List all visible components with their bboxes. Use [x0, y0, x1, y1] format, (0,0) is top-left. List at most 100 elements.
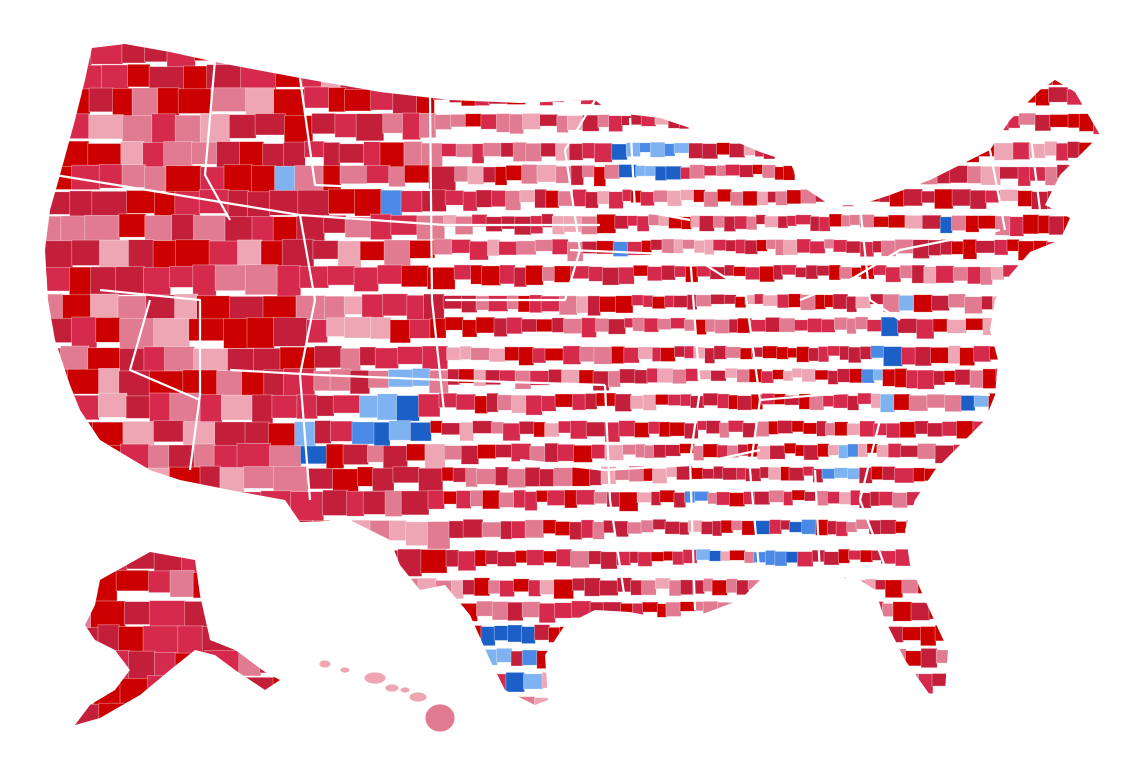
county-region [45, 65, 68, 92]
county-region [45, 393, 76, 429]
county-region [851, 648, 867, 660]
county-region [240, 676, 275, 714]
county-region [525, 394, 543, 416]
county-region [1048, 422, 1069, 438]
county-region [435, 64, 455, 79]
county-region [190, 675, 215, 697]
county-region [964, 44, 980, 51]
county-region [164, 696, 192, 705]
county-region [174, 114, 202, 147]
county-region [650, 624, 665, 639]
county-region [854, 316, 869, 330]
county-region [893, 89, 912, 110]
county-region [625, 624, 641, 636]
county-region [311, 113, 337, 135]
county-region [969, 369, 984, 389]
county-region [683, 345, 695, 359]
county-region [484, 64, 504, 79]
county-region [494, 444, 513, 458]
county-region [507, 624, 523, 643]
county-region [400, 490, 430, 516]
county-region [804, 650, 820, 662]
county-region [887, 44, 905, 56]
county-region [838, 548, 850, 564]
county-region [931, 697, 946, 705]
county-region [275, 599, 280, 630]
county-region [417, 577, 438, 599]
county-region [536, 318, 554, 333]
county-region [670, 317, 686, 329]
county-region [499, 580, 515, 598]
county-region [640, 191, 655, 207]
county-region [540, 295, 561, 312]
county-region [419, 113, 437, 139]
county-region [846, 521, 858, 533]
county-region [969, 190, 987, 210]
county-region [1037, 215, 1051, 234]
county-region [1041, 602, 1058, 620]
county-region [715, 165, 727, 177]
county-region [500, 520, 513, 540]
county-region [982, 698, 999, 705]
county-region [777, 215, 789, 229]
county-region [1104, 189, 1121, 204]
county-region [411, 368, 431, 387]
county-region [471, 143, 485, 164]
county-region [1093, 318, 1100, 336]
county-region [705, 318, 717, 333]
county-region [428, 369, 449, 394]
county-region [720, 519, 734, 534]
county-region [524, 87, 542, 101]
county-region [374, 347, 399, 369]
county-region [1002, 394, 1019, 411]
county-region [662, 697, 676, 705]
county-region [728, 318, 739, 334]
county-region [506, 86, 526, 105]
county-region [828, 264, 841, 281]
county-region [582, 44, 603, 59]
county-region [465, 467, 478, 488]
county-region [1018, 87, 1038, 103]
county-region [595, 318, 610, 333]
county-region [469, 489, 484, 507]
county-region [440, 602, 460, 622]
county-region [602, 601, 623, 618]
county-region [895, 548, 914, 567]
county-region [630, 114, 643, 126]
county-region [147, 675, 169, 698]
county-region [898, 295, 916, 311]
county-region [702, 600, 719, 617]
county-region [510, 443, 532, 462]
county-region [1005, 347, 1020, 367]
county-region [865, 143, 877, 158]
county-region [277, 673, 311, 702]
county-region [857, 392, 873, 405]
county-region [62, 113, 91, 139]
county-region [88, 114, 124, 140]
county-region [120, 443, 151, 470]
county-region [1092, 468, 1100, 484]
county-region [673, 142, 690, 154]
county-region [826, 520, 838, 535]
county-region [966, 492, 985, 511]
county-region [393, 578, 420, 596]
county-region [154, 651, 177, 688]
county-region [1017, 240, 1036, 261]
county-region [1106, 672, 1126, 687]
county-region [767, 191, 778, 203]
county-region [384, 490, 403, 517]
county-region [965, 215, 980, 233]
county-region [470, 347, 491, 361]
county-region [969, 697, 984, 705]
county-region [869, 293, 885, 305]
county-region [806, 624, 822, 636]
county-region [189, 697, 225, 705]
county-region [874, 648, 891, 660]
county-region [899, 421, 917, 439]
county-region [538, 602, 556, 624]
county-region [740, 697, 755, 705]
county-region [1094, 142, 1100, 157]
county-region [580, 670, 597, 689]
county-region [1033, 240, 1048, 259]
county-region [612, 241, 629, 257]
